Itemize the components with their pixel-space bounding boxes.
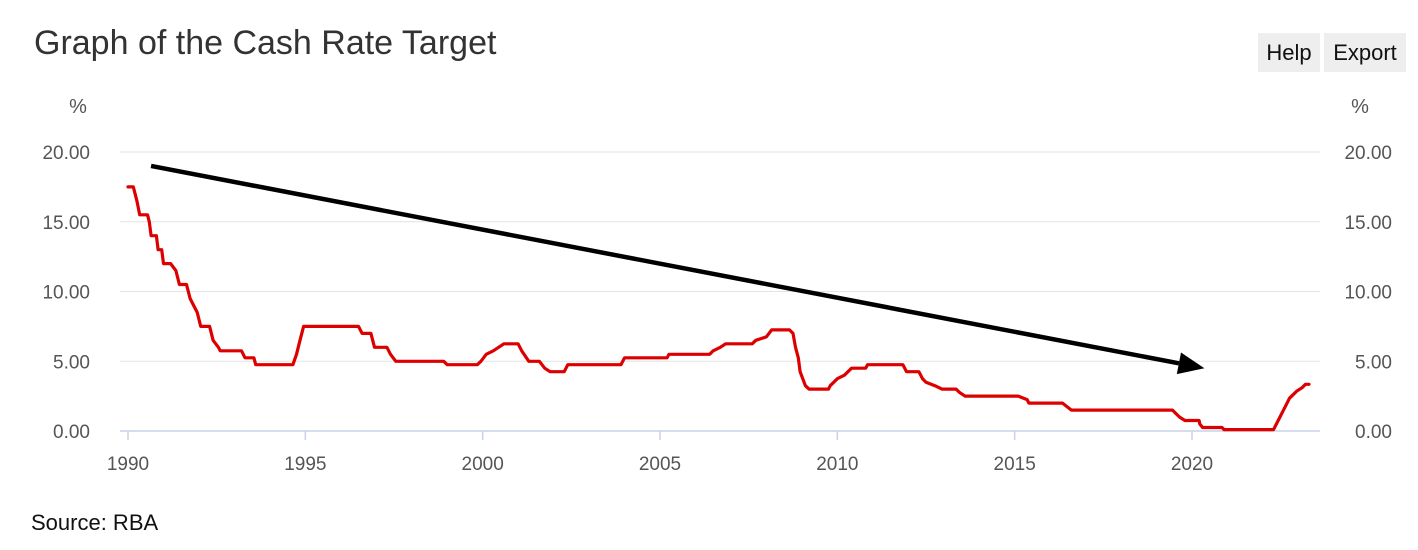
y-tick-label-right: 10.00 [1344,283,1392,304]
x-tick-label: 2000 [462,454,504,475]
export-button[interactable]: Export [1324,33,1406,72]
y-tick-label-right: 15.00 [1344,213,1392,234]
x-tick-label: 2005 [639,454,681,475]
help-button[interactable]: Help [1258,33,1320,72]
y-unit-left: % [69,96,87,118]
chart-title: Graph of the Cash Rate Target [34,24,497,62]
x-tick-label: 2015 [994,454,1036,475]
y-tick-label-left: 0.00 [53,422,90,443]
y-tick-label-left: 20.00 [42,143,90,164]
y-tick-label-right: 0.00 [1355,422,1392,443]
x-axis: 1990 1995 2000 2005 2010 2015 2020 [107,431,1213,475]
x-tick-label: 1990 [107,454,149,475]
y-tick-label-left: 5.00 [53,352,90,373]
y-unit-right: % [1351,96,1369,118]
y-tick-label-left: 15.00 [42,213,90,234]
y-axis-right: 0.00 5.00 10.00 15.00 20.00 [1344,143,1392,443]
y-tick-label-left: 10.00 [42,283,90,304]
annotation-layer [150,163,1205,375]
x-tick-label: 2010 [816,454,858,475]
x-tick-label: 2020 [1171,454,1213,475]
y-tick-label-right: 20.00 [1344,143,1392,164]
y-tick-label-right: 5.00 [1355,352,1392,373]
series-layer [126,185,1311,432]
x-tick-label: 1995 [284,454,326,475]
cash-rate-series-line [126,185,1311,432]
source-note: Source: RBA [31,510,159,535]
trend-arrow-head [1176,352,1205,375]
grid-lines [120,151,1320,432]
y-axis-left: 0.00 5.00 10.00 15.00 20.00 [42,143,90,443]
trend-arrow-shaft [150,163,1180,366]
cash-rate-chart: 0.00 5.00 10.00 15.00 20.00 0.00 5.00 10.00 15.… [42,96,1392,475]
